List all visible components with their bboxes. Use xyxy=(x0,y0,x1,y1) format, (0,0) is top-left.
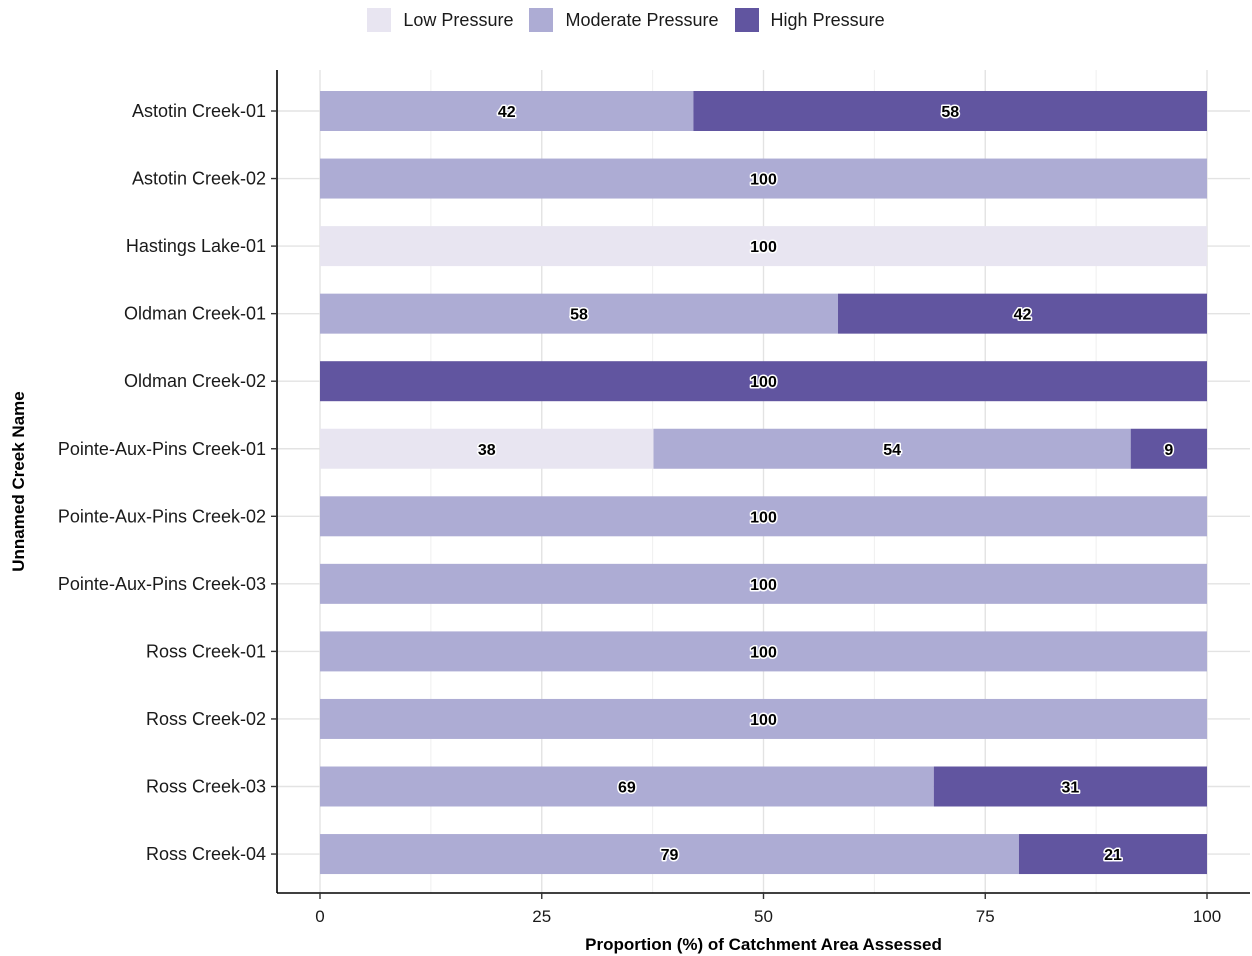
data-label: 79 xyxy=(661,847,679,864)
data-label: 100 xyxy=(750,509,777,526)
legend-swatch-low-pressure xyxy=(367,8,392,32)
legend-item-moderate-pressure: Moderate Pressure xyxy=(529,8,719,32)
bar-segment-moderate-pressure xyxy=(320,293,839,334)
legend-label-moderate-pressure: Moderate Pressure xyxy=(565,9,719,30)
x-tick-label: 0 xyxy=(315,907,324,926)
bar-segment-moderate-pressure xyxy=(320,698,1207,739)
bar-segment-moderate-pressure xyxy=(320,563,1207,604)
data-label: 100 xyxy=(750,374,777,391)
data-label: 58 xyxy=(941,104,959,121)
legend-swatch-moderate-pressure xyxy=(529,8,554,32)
bar-segment-low-pressure xyxy=(320,428,654,469)
data-label: 69 xyxy=(618,780,636,797)
x-tick-label: 25 xyxy=(532,907,551,926)
x-tick-label: 50 xyxy=(754,907,773,926)
bar-segment-high-pressure xyxy=(693,91,1207,131)
data-label: 9 xyxy=(1164,442,1173,459)
bar-segment-moderate-pressure xyxy=(320,766,934,807)
bar-segment-moderate-pressure xyxy=(320,631,1207,672)
data-label: 21 xyxy=(1104,847,1122,864)
data-label: 54 xyxy=(883,442,901,459)
category-label: Ross Creek-03 xyxy=(146,777,266,797)
category-label: Astotin Creek-01 xyxy=(132,101,266,121)
data-label: 38 xyxy=(478,442,496,459)
bar-segment-moderate-pressure xyxy=(320,834,1019,875)
y-axis-title: Unnamed Creek Name xyxy=(9,391,28,571)
bar-segment-high-pressure xyxy=(320,361,1207,402)
legend-swatch-high-pressure xyxy=(734,8,759,32)
data-label: 100 xyxy=(750,239,777,256)
bar-segment-moderate-pressure xyxy=(320,91,694,131)
data-label: 42 xyxy=(1014,307,1032,324)
axes: Astotin Creek-01 Astotin Creek-02 Hastings… xyxy=(58,70,1250,926)
bar-segment-moderate-pressure xyxy=(320,496,1207,537)
category-label: Pointe-Aux-Pins Creek-02 xyxy=(58,506,266,526)
legend-label-high-pressure: High Pressure xyxy=(770,9,885,30)
category-label: Ross Creek-01 xyxy=(146,641,266,661)
category-label: Hastings Lake-01 xyxy=(126,236,266,256)
legend-item-high-pressure: High Pressure xyxy=(734,8,885,32)
bar-segment-high-pressure xyxy=(1130,428,1207,469)
category-label: Ross Creek-04 xyxy=(146,844,266,864)
data-label: 58 xyxy=(570,307,588,324)
bar-segment-moderate-pressure xyxy=(320,158,1207,199)
data-label: 100 xyxy=(750,577,777,594)
x-axis-title: Proportion (%) of Catchment Area Assesse… xyxy=(585,935,942,954)
bars xyxy=(320,91,1207,875)
data-label: 42 xyxy=(498,104,516,121)
data-label: 31 xyxy=(1062,780,1080,797)
bar-segment-low-pressure xyxy=(320,226,1207,267)
bar-segment-high-pressure xyxy=(933,766,1207,807)
x-tick-label: 75 xyxy=(976,907,995,926)
category-label: Ross Creek-02 xyxy=(146,709,266,729)
legend: Low Pressure Moderate Pressure High Pres… xyxy=(0,8,1252,32)
legend-item-low-pressure: Low Pressure xyxy=(367,8,513,32)
x-tick-label: 100 xyxy=(1193,907,1221,926)
bar-segment-high-pressure xyxy=(838,293,1207,334)
data-label: 100 xyxy=(750,712,777,729)
category-label: Pointe-Aux-Pins Creek-01 xyxy=(58,439,266,459)
legend-label-low-pressure: Low Pressure xyxy=(403,9,514,30)
data-label: 100 xyxy=(750,172,777,189)
category-label: Oldman Creek-02 xyxy=(124,371,266,391)
bar-segment-moderate-pressure xyxy=(653,428,1131,469)
category-label: Oldman Creek-01 xyxy=(124,304,266,324)
category-label: Pointe-Aux-Pins Creek-03 xyxy=(58,574,266,594)
category-label: Astotin Creek-02 xyxy=(132,169,266,189)
value-labels: 42 58 100 100 58 42 100 38 54 9 100 100 100 100 69 31 79… xyxy=(476,103,1175,866)
data-label: 100 xyxy=(750,644,777,661)
bar-segment-high-pressure xyxy=(1018,834,1207,875)
